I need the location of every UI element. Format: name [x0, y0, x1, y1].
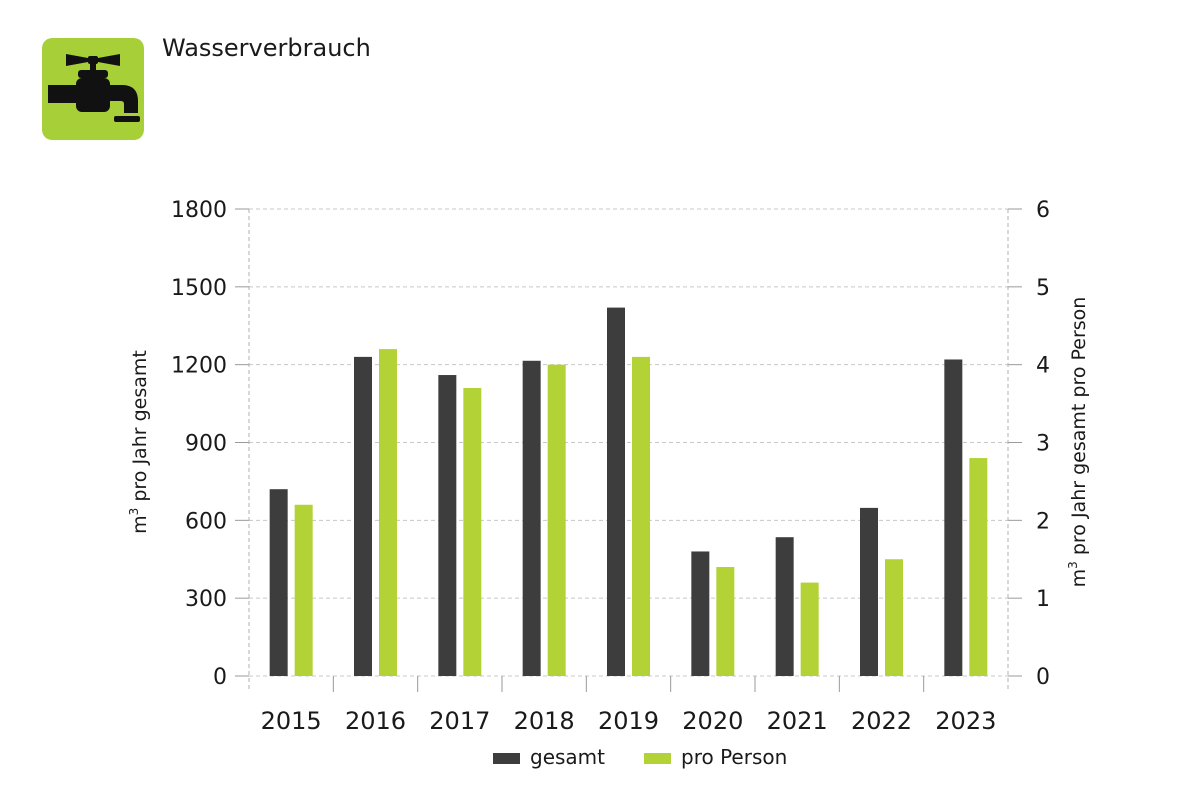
- bar-pro-person: [463, 388, 482, 676]
- y-tick-label: 1200: [171, 354, 227, 379]
- legend-pro-person-label: pro Person: [681, 745, 787, 769]
- legend-gesamt-swatch: [493, 753, 520, 764]
- y2-tick-label: 2: [1036, 509, 1050, 534]
- y2-tick-label: 6: [1036, 198, 1050, 223]
- x-tick-label: 2018: [514, 707, 575, 735]
- y-tick-label: 0: [213, 665, 227, 690]
- bar-pro-person: [885, 559, 903, 676]
- bar-gesamt: [269, 489, 288, 676]
- x-tick-label: 2022: [851, 707, 912, 735]
- chart-title: Wasserverbrauch: [162, 34, 371, 62]
- bar-pro-person: [547, 364, 566, 676]
- legend-pro-person-swatch: [644, 753, 671, 764]
- water-tap-icon: [42, 38, 144, 140]
- bar-pro-person: [800, 582, 819, 676]
- y-tick-label: 1500: [171, 276, 227, 301]
- y2-tick-label: 5: [1036, 276, 1050, 301]
- x-tick-label: 2019: [598, 707, 659, 735]
- y2-axis-title: m3 pro Jahr gesamt pro Person: [1066, 297, 1090, 588]
- y-tick-label: 300: [185, 587, 227, 612]
- y2-tick-label: 3: [1036, 432, 1050, 457]
- bar-pro-person: [716, 567, 735, 676]
- x-tick-label: 2023: [935, 707, 996, 735]
- y2-tick-label: 1: [1036, 587, 1050, 612]
- bar-pro-person: [294, 504, 313, 676]
- x-tick-label: 2016: [345, 707, 406, 735]
- bar-gesamt: [691, 551, 710, 676]
- legend-gesamt-label: gesamt: [530, 745, 605, 769]
- y-axis-title: m3 pro Jahr gesamt: [127, 350, 151, 534]
- y-tick-label: 900: [185, 432, 227, 457]
- bar-gesamt: [522, 360, 541, 676]
- x-tick-label: 2017: [429, 707, 490, 735]
- bar-pro-person: [379, 349, 397, 676]
- bar-gesamt: [354, 356, 372, 676]
- bar-gesamt: [438, 375, 457, 676]
- bar-gesamt: [607, 307, 625, 676]
- x-tick-label: 2020: [682, 707, 743, 735]
- bar-gesamt: [775, 537, 794, 676]
- y2-tick-label: 0: [1036, 665, 1050, 690]
- bar-gesamt: [860, 507, 878, 676]
- x-tick-label: 2021: [767, 707, 828, 735]
- y-tick-label: 600: [185, 509, 227, 534]
- bar-pro-person: [632, 356, 650, 676]
- bar-gesamt: [944, 359, 963, 676]
- y2-tick-label: 4: [1036, 354, 1050, 379]
- y-tick-label: 1800: [171, 198, 227, 223]
- x-tick-label: 2015: [261, 707, 322, 735]
- bar-pro-person: [969, 458, 988, 676]
